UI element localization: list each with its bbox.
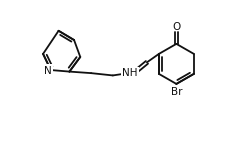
Text: O: O [172,22,181,32]
Text: N: N [44,66,51,76]
Text: NH: NH [122,68,138,78]
Text: Br: Br [171,87,182,97]
